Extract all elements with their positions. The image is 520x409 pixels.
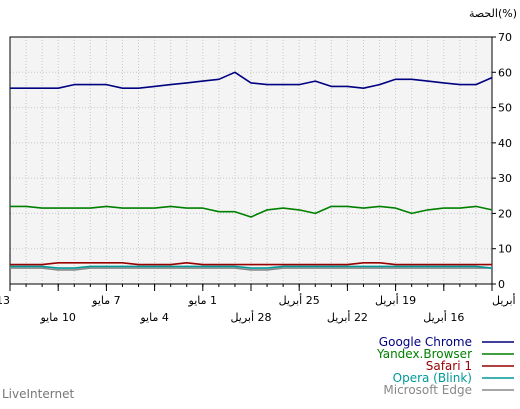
x-tick-label: 1 مايو <box>188 294 217 307</box>
series-line-safari-1 <box>10 261 492 266</box>
x-axis: 13 أبريل 16 أبريل 19 أبريل 22 أبريل 25 أبريل… <box>0 284 520 324</box>
legend-label: Safari 1 <box>426 359 472 373</box>
y-tick-label: 10 <box>498 243 512 256</box>
x-tick-label: 19 أبريل <box>375 293 416 307</box>
x-tick-label: 16 أبريل <box>423 310 464 324</box>
x-tick-label: 7 مايو <box>91 294 120 307</box>
series-line-yandex-browser <box>10 205 493 218</box>
y-tick-label: 60 <box>498 66 512 79</box>
series-line-microsoft-edge <box>10 267 492 271</box>
y-tick-label: 30 <box>498 172 512 185</box>
y-tick-label: 50 <box>498 102 512 115</box>
x-tick-label: 10 مايو <box>39 311 75 324</box>
series-layer <box>10 71 493 271</box>
x-tick-label: 25 أبريل <box>279 293 320 307</box>
y-tick-label: 0 <box>498 278 505 291</box>
x-tick-label: 13 أبريل <box>492 293 520 307</box>
y-tick-label: 40 <box>498 137 512 150</box>
x-tick-label: 22 أبريل <box>327 310 368 324</box>
x-tick-label: 28 أبريل <box>230 310 271 324</box>
legend-label: Opera (Blink) <box>393 371 472 385</box>
legend-label: Microsoft Edge <box>383 383 472 397</box>
y-axis-title: الحصة(%) <box>469 7 517 20</box>
x-tick-label: 4 مايو <box>139 311 168 324</box>
legend-label: Google Chrome <box>379 335 472 349</box>
series-line-google-chrome <box>10 71 493 89</box>
series-line-opera-blink- <box>10 265 493 269</box>
y-tick-label: 20 <box>498 207 512 220</box>
y-axis: 0 10 20 30 40 50 60 70 <box>492 31 512 291</box>
x-tick-label: 13 مايو <box>0 294 10 307</box>
y-tick-label: 70 <box>498 31 512 44</box>
legend-label: Yandex.Browser <box>376 347 472 361</box>
brand-footer: LiveInternet <box>2 387 75 401</box>
